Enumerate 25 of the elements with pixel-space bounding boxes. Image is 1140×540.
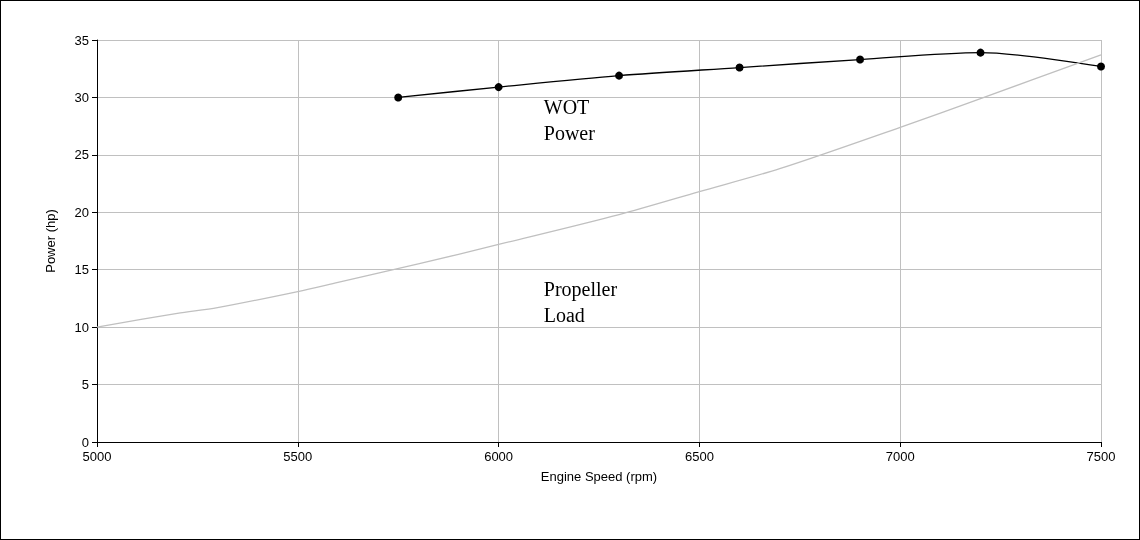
y-axis-title: Power (hp) [43,209,58,273]
point [856,55,865,64]
point [615,71,624,80]
text: Propeller Load [543,277,623,326]
point [735,63,744,72]
y-tick-label: 30 [74,89,89,105]
point [976,48,985,57]
x-tick-label: 6500 [684,449,714,464]
point [394,93,403,102]
y-tick-label: 20 [74,204,89,220]
x-tick-label: 7500 [1086,449,1116,464]
x-tick-label: 5500 [283,449,313,464]
x-tick-label: 5000 [82,449,112,464]
y-tick-label: 5 [81,377,89,393]
y-tick-label: 10 [74,319,89,335]
x-tick-label: 6000 [484,449,514,464]
y-tick-label: 15 [74,262,89,278]
x-axis-title: Engine Speed (rpm) [540,469,658,484]
y-tick-label: 35 [74,32,89,48]
y-tick-label: 0 [81,434,89,450]
y-tick-label: 25 [74,147,89,163]
point [494,83,503,92]
point [1097,62,1105,71]
x-tick-label: 7000 [885,449,915,464]
series-label: WOT Power [543,96,596,145]
